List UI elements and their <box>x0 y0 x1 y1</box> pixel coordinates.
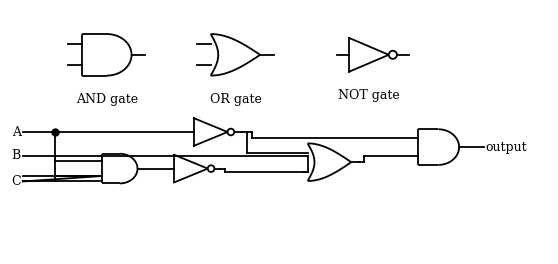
Circle shape <box>228 129 234 135</box>
Text: NOT gate: NOT gate <box>338 89 400 102</box>
Text: C: C <box>11 175 21 188</box>
Text: AND gate: AND gate <box>76 93 138 106</box>
Circle shape <box>208 165 214 172</box>
Text: A: A <box>12 125 21 139</box>
Text: B: B <box>12 149 21 162</box>
Circle shape <box>389 51 397 59</box>
Text: output: output <box>486 141 527 154</box>
Text: OR gate: OR gate <box>209 93 261 106</box>
